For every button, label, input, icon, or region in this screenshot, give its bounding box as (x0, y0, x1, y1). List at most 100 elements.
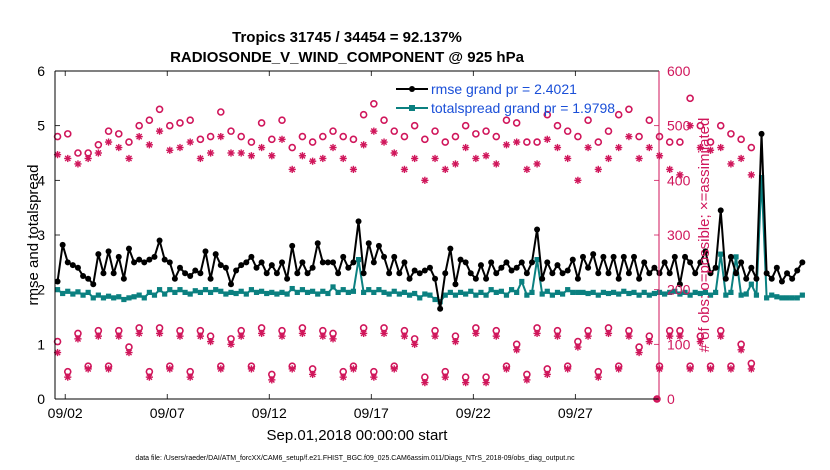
assim_lower-point (502, 365, 511, 373)
poss_upper-point (380, 116, 388, 124)
spread-point (320, 288, 326, 294)
assim_lower-point (145, 373, 153, 381)
spread-point (585, 290, 591, 297)
spread-point (75, 289, 81, 295)
spread-point (131, 294, 137, 300)
rmse-point (651, 264, 658, 271)
rmse-point (289, 242, 296, 249)
rmse-point (595, 270, 602, 277)
rmse-point (243, 259, 250, 266)
spread-point (284, 291, 290, 297)
assim_lower-point (166, 365, 174, 373)
rmse-point (110, 270, 117, 277)
spread-point (713, 289, 719, 295)
rmse-point (472, 275, 479, 282)
assim_upper-point (727, 160, 735, 168)
spread-point (151, 292, 158, 298)
spread-point (626, 290, 632, 297)
assim_lower-point (666, 332, 674, 340)
rmse-point (80, 273, 87, 279)
assim_lower-point (462, 379, 470, 387)
assim_upper-point (176, 143, 184, 152)
rmse-point (493, 270, 500, 277)
rmse-point (585, 264, 592, 271)
poss_upper-point (543, 110, 552, 119)
assim_lower-point (84, 365, 92, 373)
assim_upper-point (217, 133, 225, 141)
spread-point (514, 289, 520, 295)
rmse-point (202, 248, 209, 255)
rmse-point (631, 253, 638, 260)
rmse-point (508, 267, 515, 274)
rmse-point (702, 248, 709, 255)
rmse-point (212, 251, 219, 258)
poss_upper-point (676, 138, 684, 146)
spread-point (269, 289, 275, 295)
rmse-point (222, 264, 229, 271)
poss_upper-point (94, 141, 103, 149)
assim_upper-point (339, 154, 347, 163)
poss_upper-point (329, 127, 337, 135)
spread-point (156, 287, 163, 293)
assim_upper-point (411, 154, 419, 163)
assim_lower-point (115, 332, 123, 340)
assim_upper-point (64, 154, 72, 163)
assim_upper-point (370, 127, 378, 135)
assim_upper-point (686, 122, 694, 130)
poss_upper-point (74, 149, 82, 157)
spread-point (340, 287, 346, 293)
y-right-tick-label: 600 (667, 63, 691, 79)
poss_upper-point (441, 138, 450, 146)
assim_upper-point (400, 165, 409, 173)
rmse-point (258, 259, 265, 266)
poss_upper-point (288, 143, 297, 152)
spread-point (789, 295, 795, 301)
spread-point (570, 289, 576, 295)
assim_lower-point (155, 329, 164, 337)
y-tick-label: 0 (37, 391, 45, 407)
y-tick-label: 4 (37, 172, 45, 188)
y-right-tick-label: 500 (667, 118, 691, 134)
rmse-point (574, 275, 581, 282)
rmse-point (207, 275, 214, 282)
rmse-point (753, 275, 760, 282)
rmse-point (447, 245, 454, 252)
rmse-point (233, 267, 240, 274)
poss_upper-point (278, 116, 286, 124)
spread-point (167, 287, 173, 293)
assim_lower-point (594, 373, 602, 381)
spread-point (111, 295, 117, 301)
plot-series (53, 94, 806, 403)
assim_lower-point (584, 332, 592, 340)
x-tick-label: 09/07 (150, 405, 185, 421)
assim_upper-point (237, 149, 245, 157)
rmse-point (620, 253, 627, 260)
legend: rmse grand pr = 2.4021 totalspread grand… (396, 81, 615, 116)
spread-point (274, 291, 280, 297)
spread-point (682, 289, 688, 295)
poss_upper-point (696, 121, 705, 130)
assim_lower-point (380, 329, 388, 337)
rmse-point (743, 275, 750, 282)
rmse-point (248, 253, 255, 260)
spread-point (310, 288, 316, 294)
spread-point (794, 295, 800, 301)
rmse-point (615, 275, 622, 282)
rmse-point (416, 270, 423, 277)
rmse-point (273, 270, 280, 277)
assim_upper-point (227, 149, 235, 157)
poss_upper-point (114, 130, 123, 138)
spread-point (294, 289, 300, 295)
assim_lower-point (298, 329, 307, 337)
spread-point (733, 254, 739, 260)
spread-point (753, 292, 760, 298)
y-tick-label: 2 (37, 282, 45, 298)
assim_upper-point (553, 143, 562, 152)
rmse-point (345, 264, 352, 271)
rmse-point (676, 281, 683, 288)
spread-point (529, 289, 535, 295)
rmse-point (763, 270, 770, 277)
assim_lower-point (451, 338, 460, 346)
spread-point (784, 295, 790, 301)
rmse-point (605, 270, 612, 277)
